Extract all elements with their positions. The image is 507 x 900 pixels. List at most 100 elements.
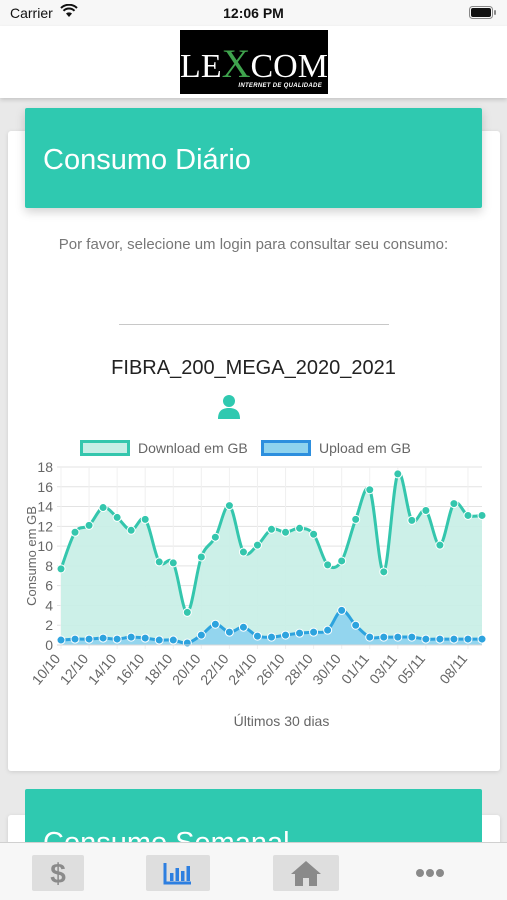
user-icon xyxy=(217,394,241,425)
upload-point xyxy=(267,632,276,642)
y-tick-label: 0 xyxy=(45,637,53,653)
upload-point xyxy=(56,635,66,645)
upload-point xyxy=(210,619,220,629)
download-point xyxy=(477,510,487,520)
login-name[interactable]: FIBRA_200_MEGA_2020_2021 xyxy=(111,357,396,379)
download-point xyxy=(154,557,164,567)
y-tick-label: 14 xyxy=(37,499,53,515)
daily-consumption-chart: 0 2 4 6 8 10 12 14 16 18 10/1012/1014/1016/1018/10… xyxy=(24,459,487,729)
upload-point xyxy=(351,620,361,630)
x-tick-label: 24/10 xyxy=(225,650,260,687)
upload-point xyxy=(421,634,431,644)
upload-point xyxy=(98,633,108,643)
x-tick-label: 16/10 xyxy=(113,650,148,687)
download-swatch xyxy=(80,440,130,456)
y-tick-label: 18 xyxy=(37,459,53,475)
download-point xyxy=(393,469,403,479)
carrier-label: Carrier xyxy=(10,5,53,21)
x-tick-label: 03/11 xyxy=(366,650,400,686)
download-point xyxy=(337,556,347,566)
download-point xyxy=(196,552,206,562)
y-tick-label: 4 xyxy=(45,597,53,613)
download-point xyxy=(435,540,445,550)
download-point xyxy=(140,514,150,524)
x-tick-label: 22/10 xyxy=(197,650,232,687)
x-tick-label: 05/11 xyxy=(394,650,428,686)
download-point xyxy=(182,607,192,617)
download-point xyxy=(98,503,108,513)
tab-consumption[interactable] xyxy=(146,855,210,891)
x-tick-label: 20/10 xyxy=(169,650,204,687)
download-point xyxy=(252,540,262,550)
upload-point xyxy=(337,605,347,615)
upload-point xyxy=(393,632,403,642)
x-tick-label: 30/10 xyxy=(309,650,344,687)
tab-more[interactable] xyxy=(404,855,456,891)
daily-card-title: Consumo Diário xyxy=(43,144,251,176)
upload-point xyxy=(224,627,234,637)
x-tick-label: 12/10 xyxy=(57,650,92,687)
battery-icon xyxy=(469,6,497,22)
download-point xyxy=(351,514,361,524)
upload-point xyxy=(84,634,94,644)
tab-home[interactable] xyxy=(273,855,339,891)
download-point xyxy=(449,499,459,509)
upload-point xyxy=(238,622,248,632)
y-tick-label: 2 xyxy=(45,617,53,633)
login-prompt: Por favor, selecione um login para consu… xyxy=(58,236,449,253)
download-point xyxy=(309,529,319,539)
y-tick-label: 16 xyxy=(37,479,53,495)
upload-swatch xyxy=(261,440,311,456)
download-area xyxy=(61,472,482,645)
download-point xyxy=(84,520,94,530)
app-header: LEXCOM INTERNET DE QUALIDADE xyxy=(0,26,507,98)
download-point xyxy=(379,567,389,577)
download-point xyxy=(56,564,66,574)
download-point xyxy=(126,525,136,535)
download-point xyxy=(407,515,417,525)
y-tick-label: 10 xyxy=(37,538,53,554)
y-tick-label: 6 xyxy=(45,578,53,594)
wifi-icon xyxy=(60,3,78,21)
upload-point xyxy=(154,635,164,645)
upload-point xyxy=(126,632,136,642)
bar-chart-icon xyxy=(163,863,191,885)
x-tick-label: 14/10 xyxy=(85,650,120,687)
home-icon xyxy=(291,861,321,886)
download-point xyxy=(281,527,291,537)
tab-billing[interactable]: $ xyxy=(32,855,84,891)
download-point xyxy=(365,485,375,495)
download-point xyxy=(210,532,220,542)
download-point xyxy=(267,524,276,534)
x-tick-label: 08/11 xyxy=(436,650,470,686)
login-divider xyxy=(119,324,389,325)
upload-point xyxy=(379,632,389,642)
upload-point xyxy=(365,632,375,642)
download-point xyxy=(421,506,431,516)
upload-point xyxy=(295,628,305,638)
upload-point xyxy=(449,634,459,644)
download-point xyxy=(168,558,178,568)
daily-card-header: Consumo Diário xyxy=(25,108,482,208)
download-point xyxy=(224,501,234,511)
upload-point xyxy=(463,634,473,644)
download-point xyxy=(323,560,333,570)
tab-bar: $ xyxy=(0,842,507,900)
x-tick-label: 18/10 xyxy=(141,650,176,687)
clock: 12:06 PM xyxy=(223,5,284,21)
legend-download-label: Download em GB xyxy=(138,440,248,456)
upload-point xyxy=(323,625,333,635)
lexcom-logo: LEXCOM INTERNET DE QUALIDADE xyxy=(180,30,328,94)
more-icon xyxy=(416,869,444,877)
download-point xyxy=(463,510,473,520)
upload-point xyxy=(112,634,122,644)
status-bar: Carrier 12:06 PM xyxy=(0,0,507,26)
x-axis-title: Últimos 30 dias xyxy=(234,713,330,729)
y-axis-title: Consumo em GB xyxy=(24,506,39,606)
upload-point xyxy=(281,630,291,640)
x-tick-label: 10/10 xyxy=(29,650,64,687)
dollar-icon: $ xyxy=(50,858,66,888)
upload-point xyxy=(182,638,192,648)
upload-point xyxy=(407,632,417,642)
upload-point xyxy=(70,634,80,644)
